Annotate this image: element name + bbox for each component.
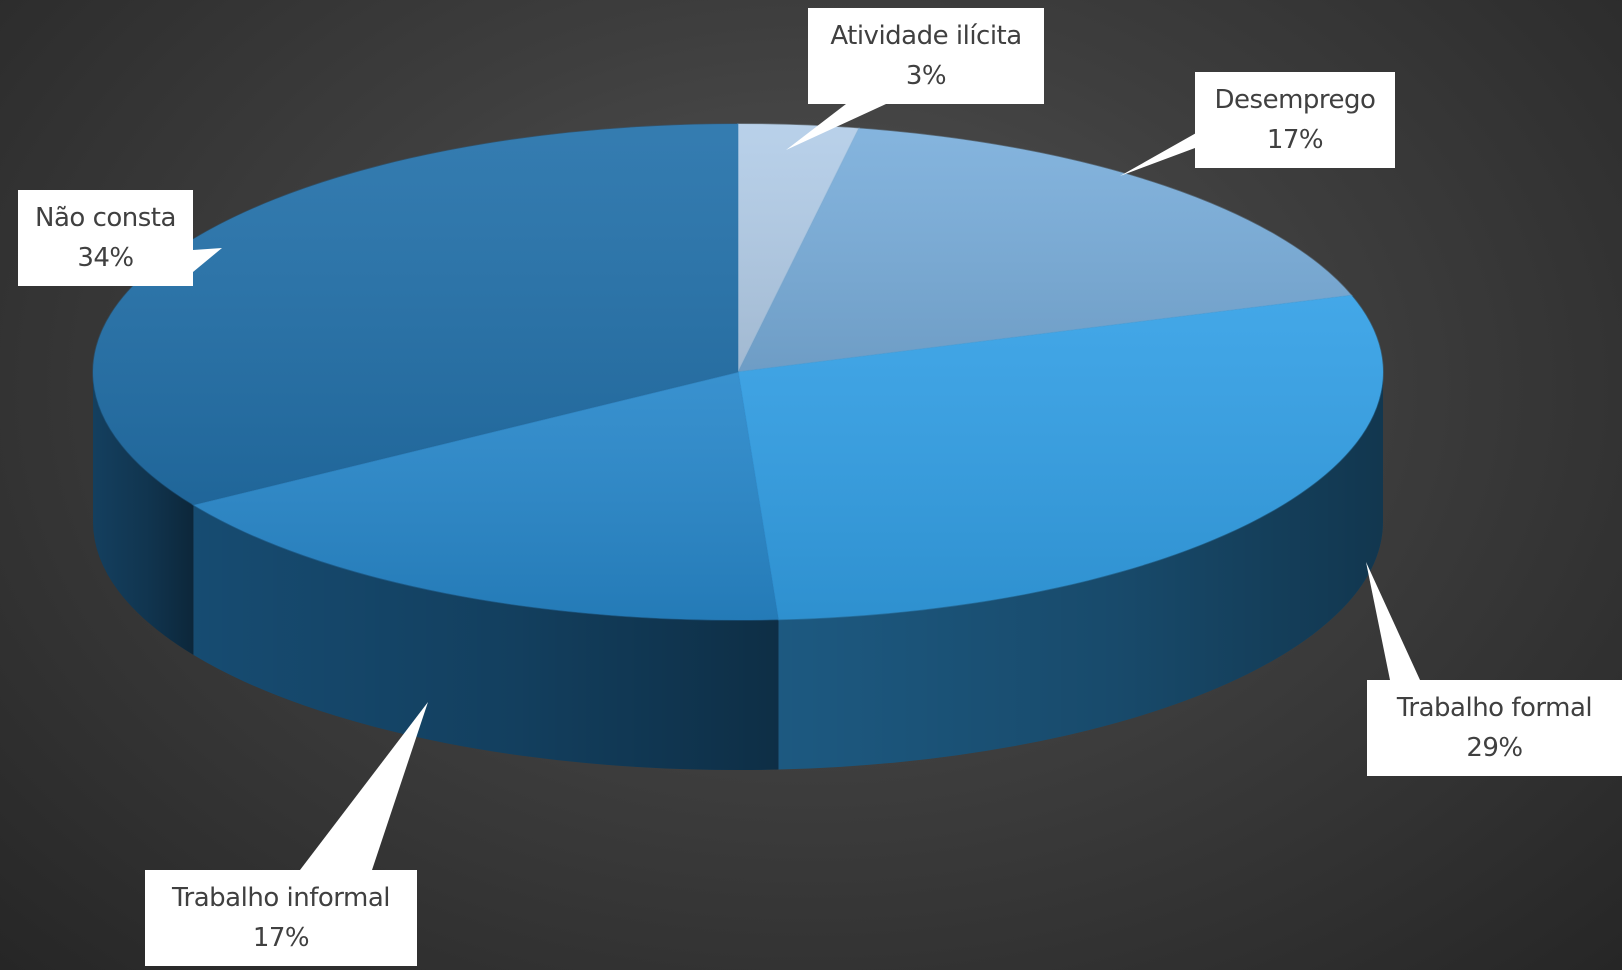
pie-slice-shade-1 bbox=[738, 128, 1352, 372]
data-label-desemprego: Desemprego 17% bbox=[1195, 72, 1395, 168]
data-label-atividade-il-cita: Atividade ilícita 3% bbox=[808, 8, 1044, 104]
pie-side-shade-4 bbox=[92, 372, 194, 655]
data-label-percent: 17% bbox=[252, 923, 310, 953]
data-label-category: Atividade ilícita bbox=[830, 21, 1022, 51]
data-label-percent: 29% bbox=[1466, 733, 1523, 763]
data-label-percent: 17% bbox=[1266, 125, 1324, 155]
pie-side-shade-2 bbox=[778, 372, 1383, 770]
callout-pointer-4 bbox=[193, 248, 222, 272]
pie-slice-shade-2 bbox=[738, 295, 1383, 620]
data-label-trabalho-informal: Trabalho informal 17% bbox=[145, 870, 417, 966]
data-label-percent: 3% bbox=[905, 61, 947, 91]
callout-pointer-1 bbox=[1120, 128, 1205, 176]
callout-pointer-3 bbox=[300, 702, 428, 870]
data-label-trabalho-formal: Trabalho formal 29% bbox=[1367, 680, 1622, 776]
data-label-n-o-consta: Não consta 34% bbox=[18, 190, 193, 286]
callout-pointer-2 bbox=[1366, 562, 1420, 680]
pie-slice-shade-3 bbox=[193, 372, 779, 620]
pie-slice-shade-4 bbox=[93, 124, 738, 505]
pie-side-shade-3 bbox=[193, 504, 779, 770]
data-label-category: Trabalho informal bbox=[172, 883, 390, 913]
data-label-category: Trabalho formal bbox=[1396, 693, 1593, 723]
callout-pointer-0 bbox=[786, 104, 886, 150]
data-label-category: Desemprego bbox=[1214, 85, 1376, 115]
data-label-percent: 34% bbox=[77, 243, 134, 273]
data-label-category: Não consta bbox=[35, 203, 176, 233]
pie-slice-shade-0 bbox=[738, 124, 859, 372]
